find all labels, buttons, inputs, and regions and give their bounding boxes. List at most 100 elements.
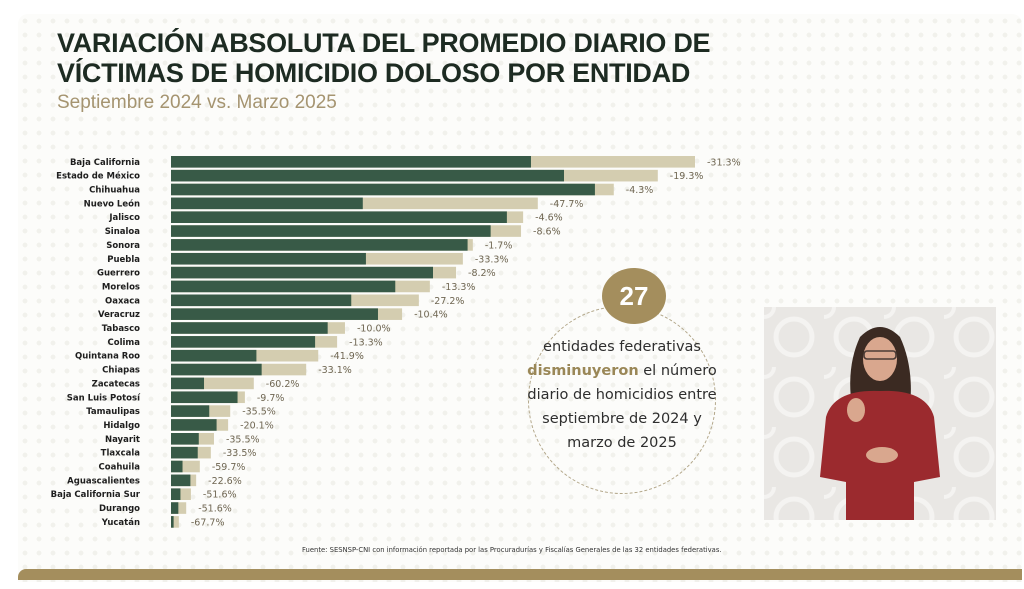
category-label: Estado de México: [56, 171, 140, 182]
data-label: -19.3%: [670, 171, 704, 182]
source-note: Fuente: SESNSP-CNI con información repor…: [302, 546, 722, 554]
bar-marzo-2025: [171, 460, 183, 473]
data-label: -33.3%: [475, 254, 509, 265]
callout-line-3: diario de homicidios entre: [527, 387, 717, 403]
data-label: -51.6%: [203, 490, 237, 501]
callout-line-2: disminuyeron el número: [526, 359, 718, 383]
bar-marzo-2025: [171, 419, 217, 431]
data-label: -51.6%: [198, 504, 232, 515]
data-label: -60.2%: [266, 379, 300, 390]
category-label: Aguascalientes: [67, 476, 140, 486]
category-label: Sinaloa: [105, 227, 141, 237]
bar-marzo-2025: [171, 349, 257, 362]
bar-marzo-2025: [171, 405, 210, 417]
category-label: Morelos: [102, 282, 140, 292]
data-label: -10.0%: [357, 324, 391, 335]
bar-marzo-2025: [171, 336, 316, 348]
slide-background: [18, 14, 1022, 582]
bar-marzo-2025: [171, 211, 507, 223]
category-label: Tlaxcala: [101, 449, 141, 459]
data-label: -13.3%: [349, 337, 383, 348]
bar-marzo-2025: [171, 363, 262, 376]
bar-marzo-2025: [171, 502, 179, 514]
bar-marzo-2025: [171, 280, 396, 293]
bottom-accent-bar: [18, 569, 1022, 580]
title-line-2: VÍCTIMAS DE HOMICIDIO DOLOSO POR ENTIDAD: [57, 58, 691, 88]
bar-marzo-2025: [171, 252, 366, 265]
bar-septiembre-2024: [171, 377, 254, 390]
data-label: -27.2%: [431, 296, 465, 307]
data-label: -47.7%: [550, 199, 584, 210]
data-label: -35.5%: [226, 434, 260, 445]
bar-septiembre-2024: [171, 460, 200, 473]
bar-marzo-2025: [171, 433, 199, 445]
category-label: Oaxaca: [105, 296, 140, 306]
data-label: -8.2%: [468, 268, 496, 279]
category-label: Veracruz: [98, 310, 140, 320]
data-label: -35.5%: [242, 407, 276, 418]
data-label: -41.9%: [330, 351, 364, 362]
bar-marzo-2025: [171, 156, 531, 168]
callout-line-2-rest: el número: [638, 363, 717, 379]
category-label: Nayarit: [105, 435, 140, 445]
bar-marzo-2025: [171, 266, 433, 279]
bar-marzo-2025: [171, 169, 564, 182]
category-label: Colima: [108, 338, 141, 348]
bar-septiembre-2024: [171, 488, 191, 500]
category-label: Nuevo León: [84, 198, 140, 209]
category-label: Sonora: [106, 241, 140, 251]
category-label: Chiapas: [102, 366, 140, 376]
data-label: -33.1%: [318, 365, 352, 376]
callout-highlight: disminuyeron: [527, 363, 639, 379]
data-label: -59.7%: [212, 462, 246, 473]
category-label: San Luis Potosí: [67, 393, 141, 403]
category-label: Coahuila: [99, 463, 141, 473]
category-label: Zacatecas: [92, 379, 140, 389]
bar-marzo-2025: [171, 474, 191, 487]
bar-marzo-2025: [171, 377, 205, 390]
bar-marzo-2025: [171, 488, 181, 500]
count-badge: 27: [602, 268, 666, 324]
data-label: -9.7%: [257, 393, 285, 404]
bar-septiembre-2024: [171, 502, 187, 514]
category-label: Puebla: [107, 255, 140, 265]
bar-marzo-2025: [171, 197, 363, 210]
data-label: -31.3%: [707, 157, 741, 168]
callout-text: entidades federativas disminuyeron el nú…: [526, 335, 718, 455]
callout-line-1: entidades federativas: [543, 339, 701, 355]
data-label: -13.3%: [442, 282, 476, 293]
category-label: Baja California Sur: [51, 490, 141, 500]
title-line-1: VARIACIÓN ABSOLUTA DEL PROMEDIO DIARIO D…: [57, 28, 711, 58]
data-label: -8.6%: [533, 227, 561, 238]
category-label: Hidalgo: [103, 421, 140, 431]
data-label: -33.5%: [223, 448, 257, 459]
data-label: -4.6%: [535, 213, 563, 224]
bar-marzo-2025: [171, 516, 174, 528]
data-label: -20.1%: [240, 420, 274, 431]
category-label: Quintana Roo: [75, 352, 140, 362]
sign-language-video: [764, 307, 996, 520]
data-label: -10.4%: [414, 310, 448, 321]
category-label: Tamaulipas: [86, 407, 140, 417]
bar-marzo-2025: [171, 294, 352, 307]
page-title: VARIACIÓN ABSOLUTA DEL PROMEDIO DIARIO D…: [57, 28, 711, 88]
bar-marzo-2025: [171, 391, 238, 404]
data-label: -1.7%: [485, 240, 513, 251]
bar-marzo-2025: [171, 225, 491, 237]
bar-marzo-2025: [171, 308, 378, 320]
callout-line-4: septiembre de 2024 y: [542, 411, 702, 427]
category-label: Durango: [99, 504, 140, 514]
data-label: -67.7%: [191, 517, 225, 528]
category-label: Baja California: [70, 158, 140, 168]
data-label: -4.3%: [626, 185, 654, 196]
callout-line-5: marzo de 2025: [567, 435, 677, 451]
category-label: Guerrero: [97, 269, 140, 279]
interpreter-figure: [764, 307, 996, 520]
category-label: Tabasco: [102, 324, 140, 334]
category-label: Yucatán: [101, 518, 140, 528]
bar-marzo-2025: [171, 239, 468, 251]
bar-marzo-2025: [171, 322, 328, 334]
category-label: Chihuahua: [89, 186, 140, 196]
bar-septiembre-2024: [171, 516, 179, 528]
